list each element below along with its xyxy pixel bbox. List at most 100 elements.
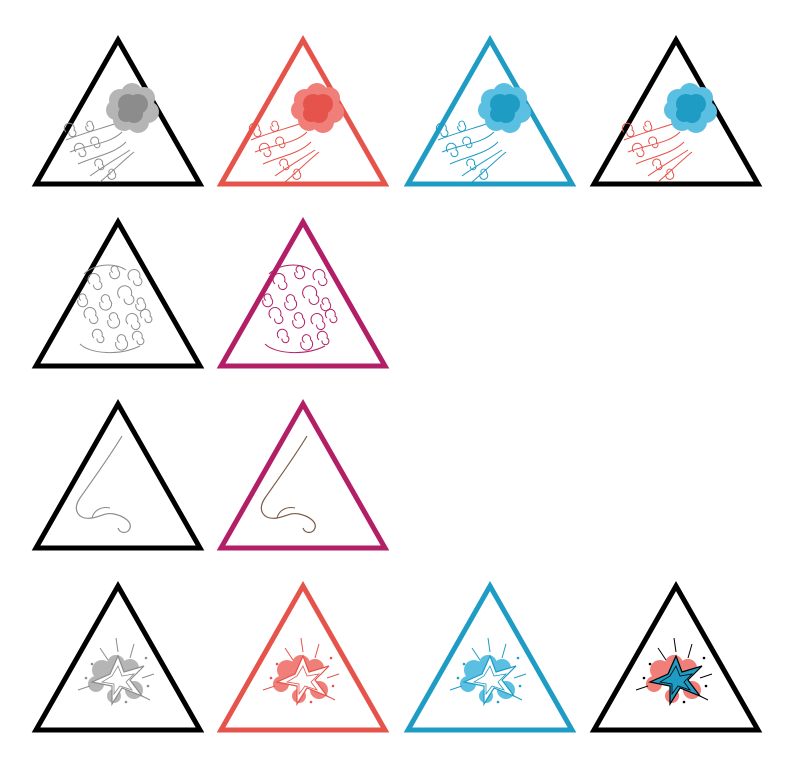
swirl-stroke (295, 266, 305, 279)
swirl-stroke (463, 137, 472, 148)
wind-trail (462, 150, 502, 176)
spark-dot (310, 701, 313, 704)
wind-trail (472, 152, 506, 182)
burst-line (502, 644, 506, 658)
triangle-frame (36, 404, 200, 548)
burst-line (658, 648, 666, 660)
swirl-stroke (269, 308, 283, 324)
nose-outline (76, 436, 130, 533)
spark-dot (330, 657, 333, 660)
swirl-hazard-icon-black (28, 214, 208, 374)
burst-line (450, 686, 462, 690)
wind-trail (255, 132, 307, 152)
explosion-hazard-icon-blue (400, 578, 580, 738)
swirl-stroke (86, 121, 94, 131)
spark-dot (457, 677, 460, 680)
burst-line (688, 644, 692, 658)
cloud-core (676, 106, 692, 122)
spark-dot (125, 701, 128, 704)
nose-hazard-icon-magenta (213, 396, 393, 556)
swirl-stroke (303, 286, 319, 305)
hazard-icon-svg (213, 578, 393, 738)
burst-line (130, 644, 134, 658)
explosion-hazard-icon-mixed (586, 578, 766, 738)
spark-dot (91, 663, 94, 666)
swirl-stroke (126, 314, 140, 330)
swirl-stroke (116, 335, 128, 350)
burst-line (514, 674, 526, 678)
swirl-stroke (128, 270, 142, 286)
nostril (92, 507, 110, 518)
swirl-stroke (84, 308, 98, 324)
cloud-core (490, 106, 506, 122)
hazard-icon-svg (28, 32, 208, 192)
burst-line (142, 674, 154, 678)
smoke-cloud-icon (622, 83, 717, 182)
burst-line (327, 674, 339, 678)
swirl-stroke (263, 294, 273, 307)
swirl-stroke (110, 266, 120, 279)
burst-line (78, 686, 90, 690)
smoke-hazard-icon-blue (400, 32, 580, 192)
swirl-stroke (276, 137, 285, 148)
swirl-stroke (293, 313, 305, 328)
swirl-stroke (644, 121, 652, 131)
swirl-stroke (91, 137, 100, 148)
cloud-core (118, 106, 134, 122)
smoke-hazard-icon-black (28, 32, 208, 192)
hazard-icon-svg (28, 214, 208, 374)
hazard-icon-svg (586, 578, 766, 738)
swirl-stroke (311, 314, 325, 330)
burst-line (285, 648, 293, 660)
burst-line (700, 674, 712, 678)
swirl-stroke (132, 331, 144, 344)
nostril (277, 507, 295, 518)
spark-dot (147, 685, 150, 688)
cloud-core (303, 106, 319, 122)
swirl-stroke (277, 329, 289, 342)
nose-icon (76, 436, 130, 533)
explosion-hazard-icon-red (213, 578, 393, 738)
hazard-icon-svg (400, 32, 580, 192)
explosion-icon (636, 638, 712, 704)
spark-dot (643, 677, 646, 680)
swirl-stroke (100, 295, 112, 310)
hazard-icon-svg (28, 396, 208, 556)
spark-dot (463, 663, 466, 666)
hazard-icon-svg (28, 578, 208, 738)
spark-dot (517, 657, 520, 660)
spark-dot (497, 701, 500, 704)
triangle-frame (221, 404, 385, 548)
smoke-hazard-icon-mixed (586, 32, 766, 192)
nose-hazard-icon-black (28, 396, 208, 556)
spark-dot (270, 677, 273, 680)
swirl-stroke (78, 294, 88, 307)
spark-dot (703, 657, 706, 660)
swirl-stroke (317, 331, 329, 344)
spark-dot (332, 685, 335, 688)
spark-dot (649, 663, 652, 666)
explosion-icon (263, 638, 339, 704)
burst-line (674, 638, 676, 652)
burst-line (315, 644, 319, 658)
smoke-hazard-icon-red (213, 32, 393, 192)
explosion-icon (450, 638, 526, 704)
spark-dot (276, 663, 279, 666)
wind-trail (100, 152, 134, 182)
swirl-stroke (265, 344, 325, 353)
swirl-stroke (313, 270, 327, 286)
hazard-icon-svg (213, 32, 393, 192)
swirl-stroke (649, 137, 658, 148)
explosion-hazard-icon-black (28, 578, 208, 738)
smoke-cloud-icon (436, 83, 531, 182)
swirl-stroke (80, 344, 140, 353)
hazard-icon-svg (213, 214, 393, 374)
explosion-icon (78, 638, 154, 704)
swirl-stroke (301, 335, 313, 350)
swirl-hazard-icon-magenta (213, 214, 393, 374)
smoke-cloud-icon (64, 83, 159, 182)
smoke-cloud-icon (249, 83, 344, 182)
swirl-stroke (271, 121, 279, 131)
burst-line (301, 638, 303, 652)
